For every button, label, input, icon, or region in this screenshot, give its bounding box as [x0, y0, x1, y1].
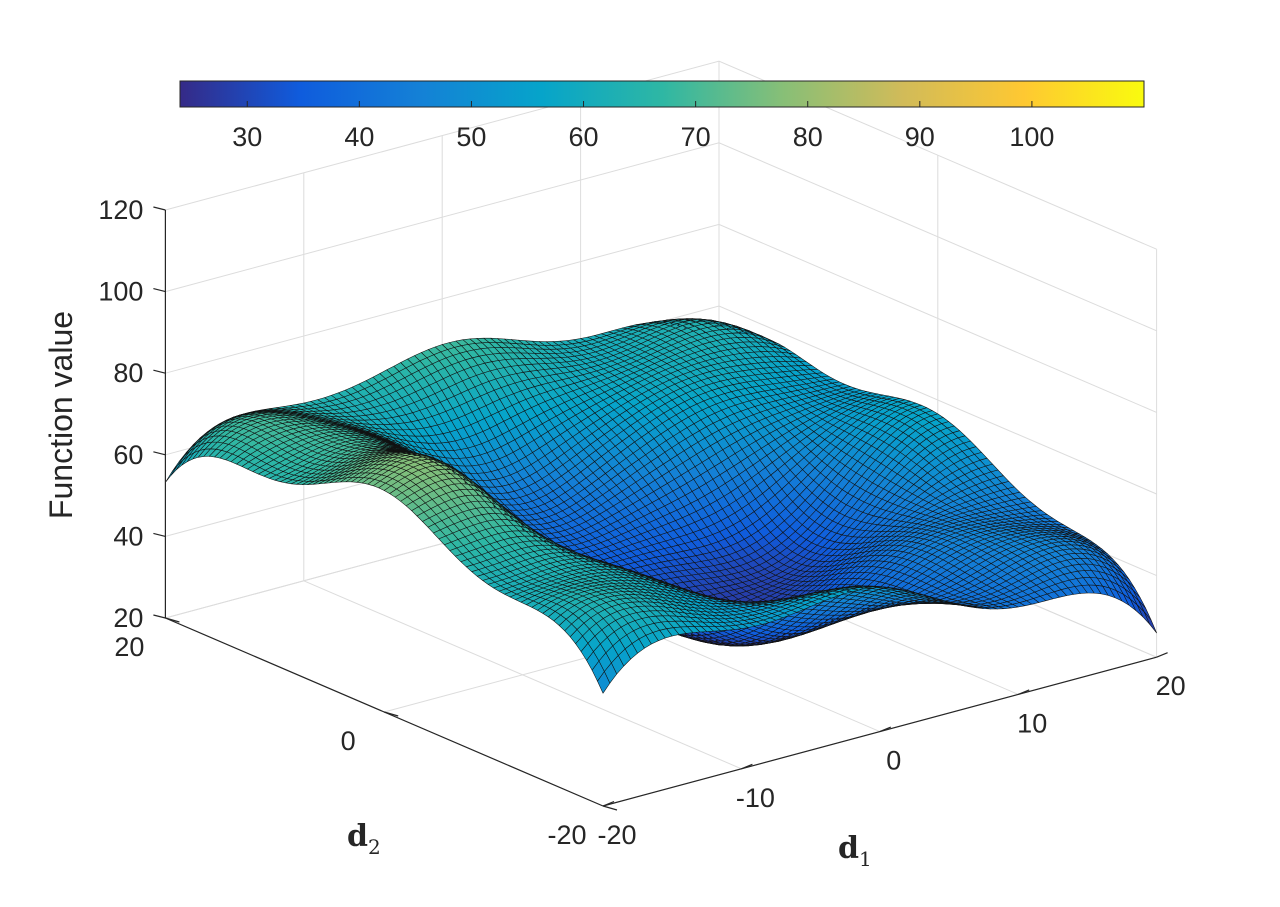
surface — [165, 318, 1157, 694]
gridline-z — [165, 142, 1157, 332]
